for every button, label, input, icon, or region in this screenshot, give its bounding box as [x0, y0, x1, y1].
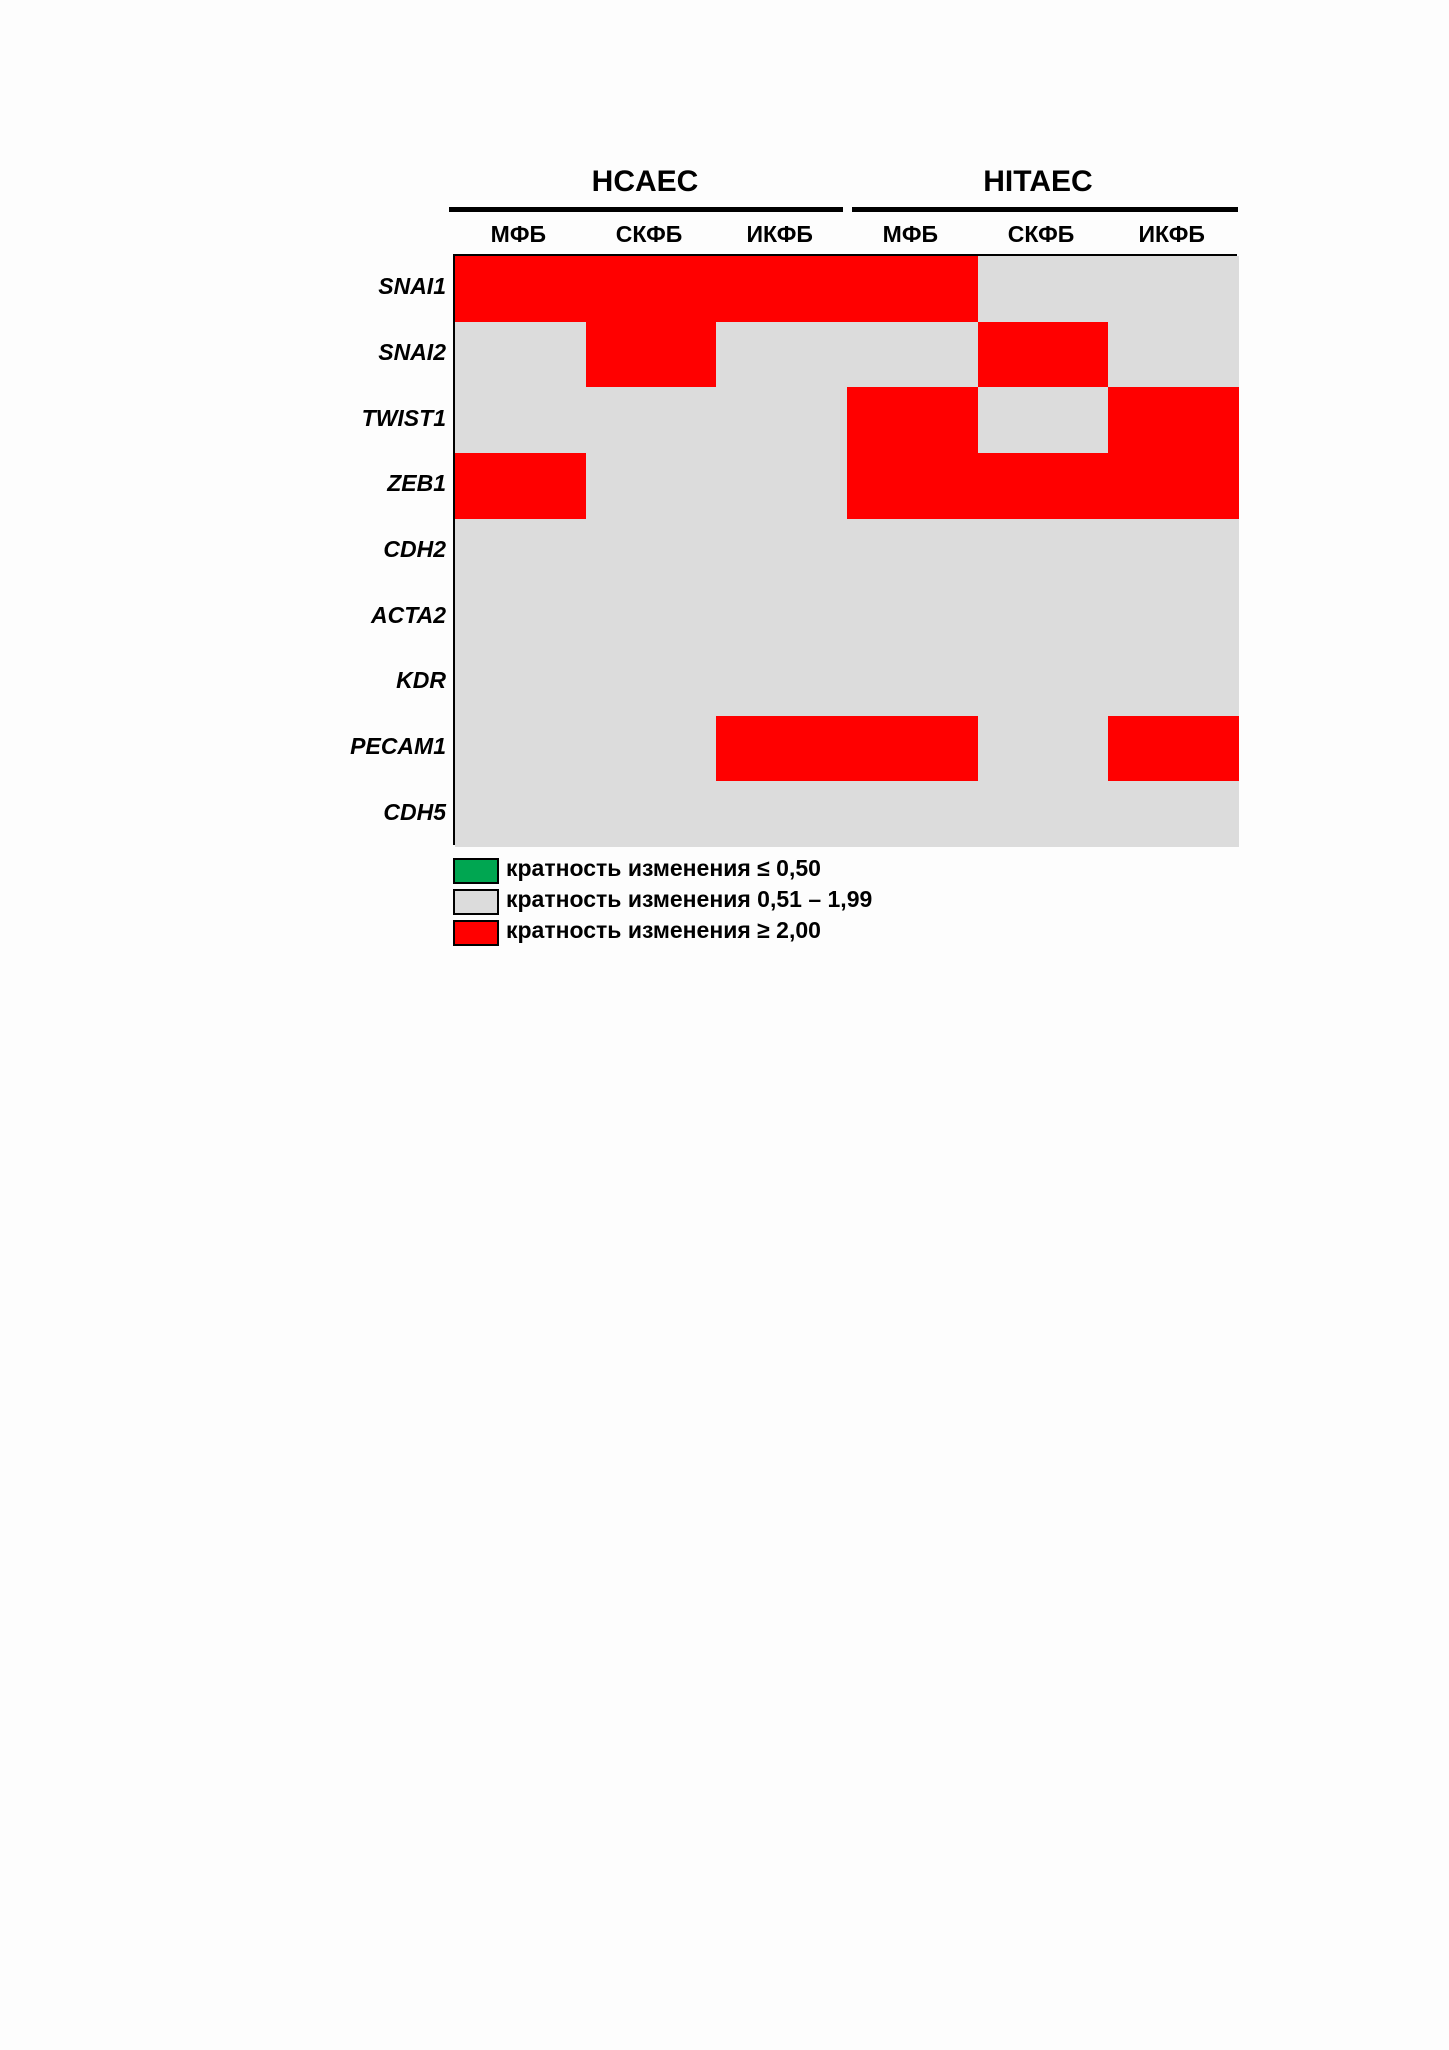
row-label: PECAM1 — [350, 733, 446, 759]
heatmap-cell — [716, 781, 848, 848]
heatmap-cell — [585, 453, 717, 520]
legend-swatch — [453, 858, 499, 884]
heatmap-cell — [977, 715, 1109, 782]
heatmap-cell — [977, 518, 1109, 585]
heatmap-cell — [977, 387, 1109, 454]
column-label: СКФБ — [1007, 221, 1075, 247]
legend-label: кратность изменения 0,51 – 1,99 — [506, 886, 873, 912]
heatmap-cell — [585, 256, 717, 323]
column-label: МФБ — [882, 221, 938, 247]
heatmap-cell — [847, 256, 979, 323]
heatmap-cell — [585, 518, 717, 585]
heatmap-cell — [1108, 321, 1240, 388]
row-label: CDH2 — [383, 536, 446, 562]
column-label: СКФБ — [615, 221, 683, 247]
heatmap-cell — [585, 781, 717, 848]
heatmap-cell — [585, 715, 717, 782]
heatmap-cell — [716, 715, 848, 782]
heatmap-cell — [847, 650, 979, 717]
heatmap-cell — [716, 584, 848, 651]
heatmap-cell — [585, 321, 717, 388]
group-line-hitaec — [852, 207, 1238, 212]
heatmap-cell — [716, 518, 848, 585]
row-label: ACTA2 — [371, 601, 446, 628]
row-label: SNAI2 — [378, 339, 446, 365]
heatmap-cell — [585, 650, 717, 717]
heatmap-cell — [585, 584, 717, 651]
heatmap-cell — [977, 781, 1109, 848]
heatmap-cell — [716, 321, 848, 388]
heatmap-cell — [1108, 650, 1240, 717]
heatmap-cell — [716, 453, 848, 520]
column-label: ИКФБ — [1138, 221, 1205, 247]
row-label: SNAI1 — [378, 273, 446, 300]
heatmap-cell — [977, 321, 1109, 388]
heatmap-cell — [847, 387, 979, 454]
heatmap-cell — [1108, 781, 1240, 848]
heatmap-cell — [977, 256, 1109, 323]
legend-swatch — [453, 889, 499, 915]
heatmap-cell — [847, 715, 979, 782]
group-title-hcaec: HCAEC — [591, 165, 699, 198]
row-label: ZEB1 — [387, 470, 446, 497]
heatmap-cell — [716, 387, 848, 454]
heatmap-cell — [847, 321, 979, 388]
heatmap-cell — [455, 650, 587, 717]
heatmap-cell — [977, 453, 1109, 520]
heatmap-cell — [1108, 584, 1240, 651]
heatmap-grid — [453, 254, 1240, 848]
legend-label: кратность изменения ≥ 2,00 — [506, 917, 821, 943]
heatmap-cell — [1108, 518, 1240, 585]
heatmap-cell — [847, 518, 979, 585]
legend-swatch — [453, 920, 499, 946]
row-label: TWIST1 — [361, 404, 446, 431]
heatmap-cell — [847, 781, 979, 848]
legend-label: кратность изменения ≤ 0,50 — [506, 855, 821, 881]
heatmap-cell — [455, 518, 587, 585]
row-label: CDH5 — [383, 798, 446, 825]
heatmap-cell — [455, 387, 587, 454]
heatmap-cell — [716, 256, 848, 323]
heatmap-cell — [716, 650, 848, 717]
heatmap-cell — [1108, 387, 1240, 454]
heatmap-cell — [847, 584, 979, 651]
heatmap-cell — [977, 650, 1109, 717]
group-title-hitaec: HITAEC — [983, 165, 1093, 198]
heatmap-cell — [847, 453, 979, 520]
heatmap-figure: HCAEC HITAEC МФБ СКФБ ИКФБ МФБ СКФБ ИКФБ SNAI… — [0, 0, 1449, 960]
heatmap-cell — [977, 584, 1109, 651]
heatmap-cell — [455, 584, 587, 651]
heatmap-cell — [1108, 453, 1240, 520]
heatmap-cell — [455, 781, 587, 848]
heatmap-cell — [455, 321, 587, 388]
heatmap-cell — [455, 715, 587, 782]
heatmap-cell — [455, 256, 587, 323]
heatmap-cell — [1108, 715, 1240, 782]
row-label: KDR — [396, 667, 446, 694]
group-line-hcaec — [449, 207, 843, 212]
heatmap-cell — [455, 453, 587, 520]
column-label: ИКФБ — [746, 221, 813, 247]
heatmap-cell — [585, 387, 717, 454]
column-label: МФБ — [490, 221, 546, 247]
heatmap-cell — [1108, 256, 1240, 323]
